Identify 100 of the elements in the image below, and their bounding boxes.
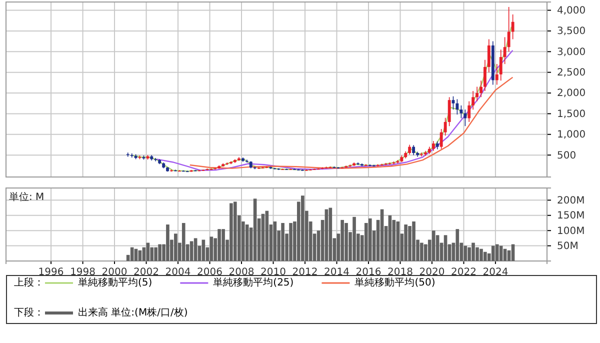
- line-series: [156, 50, 514, 171]
- y-tick-label: 4,000: [557, 5, 586, 16]
- bar: [420, 242, 424, 261]
- bar: [289, 222, 292, 261]
- legend-label: 単純移動平均(25): [213, 276, 294, 289]
- bar: [396, 221, 400, 261]
- bar: [265, 210, 269, 261]
- bar: [300, 196, 304, 261]
- bar: [491, 246, 495, 261]
- bar: [261, 214, 265, 261]
- candlestick: [440, 128, 443, 150]
- candlestick: [154, 158, 158, 162]
- bar: [324, 209, 328, 261]
- x-tick-label: 2022: [451, 267, 476, 278]
- bar: [412, 221, 416, 261]
- candlestick: [456, 98, 459, 115]
- candlestick: [420, 152, 423, 157]
- y-tick-label: 50M: [557, 240, 578, 252]
- bar: [352, 216, 356, 261]
- bar: [328, 208, 332, 261]
- candlestick: [130, 153, 134, 158]
- y-tick-label: 1,000: [557, 130, 586, 141]
- candlestick: [460, 105, 463, 119]
- y-tick-label: 1,500: [557, 108, 586, 120]
- bar: [392, 220, 396, 261]
- candlestick: [468, 100, 471, 122]
- x-tick-label: 2004: [165, 267, 191, 278]
- legend-title: 下段：: [14, 306, 44, 319]
- bar: [218, 229, 221, 261]
- y-tick-label: 500: [557, 150, 576, 162]
- candlestick: [472, 90, 475, 110]
- legend-title: 上段：: [14, 276, 44, 289]
- x-tick-label: 2008: [228, 267, 254, 278]
- x-tick-label: 2024: [482, 267, 508, 278]
- y-tick-label: 100M: [557, 226, 585, 237]
- bar: [404, 224, 408, 261]
- bar: [444, 235, 448, 261]
- candlestick: [511, 14, 514, 40]
- bar: [174, 234, 178, 261]
- bar: [499, 246, 503, 261]
- x-tick-label: 2020: [419, 267, 445, 278]
- y-tick-label: 200M: [557, 195, 585, 206]
- bar: [202, 240, 206, 261]
- bar: [253, 198, 257, 261]
- bar: [344, 222, 348, 261]
- x-tick-label: 2000: [102, 267, 128, 278]
- bar: [432, 230, 436, 261]
- bar: [472, 242, 475, 261]
- bar: [150, 247, 154, 261]
- bar: [273, 221, 277, 261]
- x-tick-label: 1996: [38, 267, 64, 278]
- candlestick: [484, 60, 486, 92]
- x-tick-label: 2012: [292, 267, 318, 278]
- candlestick: [507, 6, 510, 52]
- x-tick-label: 2002: [134, 267, 160, 278]
- bar: [281, 222, 284, 261]
- candlestick: [432, 140, 435, 152]
- y-tick-label: 3,000: [557, 46, 586, 58]
- line-series: [189, 76, 514, 169]
- x-tick-label: 1998: [70, 267, 96, 278]
- bar: [182, 222, 186, 261]
- bar: [166, 224, 170, 261]
- candlestick: [412, 144, 416, 156]
- legend-label: 単純移動平均(5): [78, 276, 152, 289]
- bar: [142, 247, 146, 261]
- y-tick-label: 2,500: [557, 68, 586, 79]
- bar: [194, 238, 198, 261]
- bar: [368, 218, 372, 261]
- candlestick: [487, 38, 490, 73]
- bar: [158, 244, 162, 261]
- legend-label: 単純移動平均(50): [354, 276, 436, 289]
- candlestick: [503, 36, 506, 64]
- candlestick: [408, 144, 412, 156]
- y-tick-label: 150M: [557, 210, 585, 222]
- candlestick: [480, 80, 483, 98]
- x-tick-label: 2010: [260, 267, 286, 278]
- bar: [154, 247, 158, 261]
- legend-label: 出来高 単位:(M株/口/枚): [78, 306, 188, 319]
- bar: [495, 244, 499, 261]
- bar: [388, 215, 392, 261]
- candlestick: [464, 109, 467, 127]
- bar: [364, 222, 368, 261]
- x-tick-label: 2006: [197, 267, 222, 278]
- bar: [130, 247, 134, 261]
- candlestick: [476, 86, 479, 102]
- bar: [484, 252, 487, 261]
- bar: [480, 248, 483, 261]
- bar: [230, 203, 233, 261]
- bar: [340, 220, 344, 261]
- candlestick: [495, 64, 498, 86]
- candlestick: [444, 117, 447, 136]
- y-tick-label: 2,000: [557, 88, 586, 100]
- bar: [222, 229, 225, 261]
- y-axis-title: 単位: M: [9, 191, 44, 203]
- x-tick-label: 2016: [356, 267, 382, 278]
- bar: [190, 241, 194, 261]
- x-tick-label: 2014: [324, 267, 350, 278]
- bar: [245, 224, 249, 261]
- bar: [464, 246, 468, 261]
- candlestick: [126, 152, 130, 158]
